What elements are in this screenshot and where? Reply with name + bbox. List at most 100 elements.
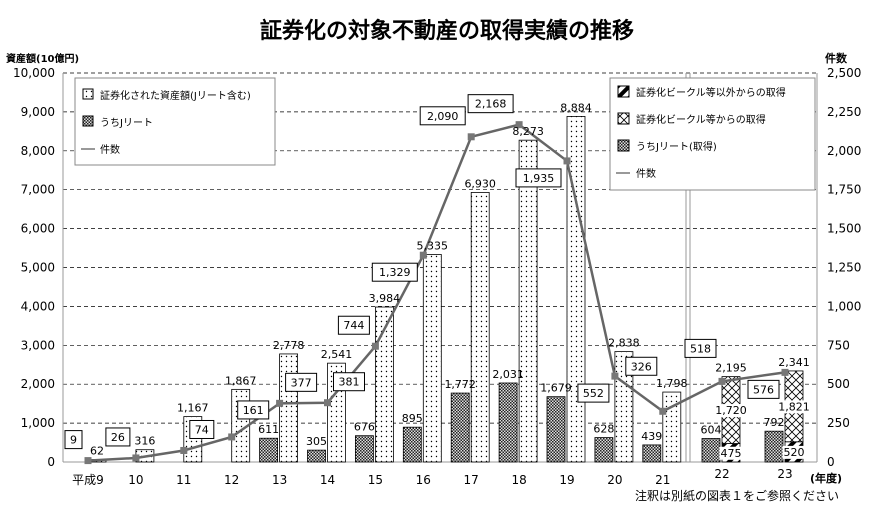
legend-swatch [617, 112, 630, 125]
count-label-box [64, 430, 83, 450]
count-label: 74 [195, 423, 209, 436]
count-label: 552 [583, 387, 604, 400]
count-label-box [285, 372, 318, 392]
count-point [276, 399, 284, 407]
count-label: 377 [291, 376, 312, 389]
count-point [419, 251, 427, 259]
y2-tick-label: 500 [827, 377, 850, 391]
data-label-total: 8,273 [512, 125, 544, 138]
y2-tick-label: 0 [827, 455, 835, 469]
x-tick-label: 19 [559, 473, 574, 487]
legend-swatch [617, 85, 630, 98]
bar-total-assets [470, 192, 490, 463]
count-label-box [467, 94, 514, 114]
count-point [84, 457, 92, 465]
x-tick-label: 18 [511, 473, 526, 487]
bar-jreit [354, 435, 374, 463]
count-point [718, 377, 726, 385]
y2-tick-label: 2,250 [827, 105, 861, 119]
x-tick-label: 12 [224, 473, 239, 487]
count-point [132, 454, 140, 462]
y-tick-label: 9,000 [21, 105, 55, 119]
data-label-jreit: 895 [402, 412, 423, 425]
count-label-box [189, 419, 215, 439]
bar-total-assets [566, 116, 586, 463]
bar-jreit [498, 382, 518, 463]
legend-swatch [617, 139, 630, 152]
label-background [782, 445, 806, 459]
data-label-jreit: 305 [306, 435, 327, 448]
x-tick-label: 14 [320, 473, 335, 487]
bar-jreit [307, 449, 326, 463]
data-label-total: 5,335 [417, 239, 449, 252]
count-label-box [333, 372, 365, 392]
x-tick-label: 17 [464, 473, 479, 487]
count-point [563, 157, 571, 165]
y-tick-label: 10,000 [13, 66, 55, 80]
x-tick-label: 23 [777, 467, 792, 481]
data-label-total: 2,778 [273, 339, 305, 352]
count-label: 1,329 [379, 266, 411, 279]
count-label: 9 [70, 434, 77, 447]
count-label-box [105, 427, 131, 447]
x-tick-label: 13 [272, 473, 287, 487]
count-point [228, 433, 236, 441]
data-label-stack-total: 2,341 [778, 356, 810, 369]
count-label: 1,935 [523, 172, 555, 185]
data-label-total: 1,167 [177, 402, 209, 415]
legend-item: 件数 [636, 167, 656, 180]
count-label: 161 [243, 404, 264, 417]
y-tick-label: 8,000 [21, 144, 55, 158]
count-label: 26 [111, 431, 125, 444]
x-tick-label: 21 [655, 473, 670, 487]
count-point [371, 342, 379, 350]
count-label: 2,168 [475, 98, 507, 111]
bar-jreit [402, 426, 422, 463]
data-label-total: 62 [90, 445, 104, 458]
count-label: 576 [753, 383, 774, 396]
bar-jreit [642, 444, 662, 463]
count-label-box [237, 400, 270, 420]
legend-right [609, 77, 816, 191]
data-label-jreit: 2,031 [492, 368, 524, 381]
y-tick-label: 3,000 [21, 338, 55, 352]
data-label-total: 3,984 [369, 292, 401, 305]
x-tick-label: 10 [128, 473, 143, 487]
y2-tick-label: 750 [827, 338, 850, 352]
data-label-non-vehicle: 520 [784, 446, 805, 459]
count-label-box [337, 315, 370, 335]
y2-tick-label: 2,500 [827, 66, 861, 80]
data-label-stack-total: 2,195 [715, 362, 747, 375]
y2-tick-label: 1,000 [827, 299, 861, 313]
legend-item: 証券化ビークル等からの取得 [636, 113, 766, 126]
data-label-jreit: 628 [593, 423, 614, 436]
count-label: 518 [690, 342, 711, 355]
bar-jreit [546, 396, 566, 463]
chart-note: 注釈は別紙の図表１をご参照ください [635, 488, 839, 503]
y2-axis-label: 件数 [825, 51, 848, 65]
y-tick-label: 7,000 [21, 183, 55, 197]
count-label: 2,090 [427, 110, 459, 123]
data-label-total: 1,867 [225, 374, 257, 387]
data-label-total: 8,884 [560, 101, 592, 114]
label-background [777, 400, 811, 414]
data-label-jreit: 676 [354, 421, 375, 434]
count-point [467, 133, 475, 141]
count-label-box [684, 338, 717, 358]
data-label-jreit-acq: 604 [701, 424, 722, 437]
y-tick-label: 4,000 [21, 299, 55, 313]
bar-total-assets [518, 139, 538, 463]
y-axis-label: 資産額(10億円) [6, 52, 79, 65]
data-label-total: 6,930 [464, 177, 496, 190]
x-axis-label: (年度) [810, 471, 842, 485]
data-label-vehicle: 1,821 [778, 400, 810, 413]
y-tick-label: 2,000 [21, 377, 55, 391]
count-label-box [371, 262, 418, 282]
legend-swatch [82, 115, 94, 127]
bar-jreit [594, 437, 614, 463]
x-tick-label: 20 [607, 473, 622, 487]
chart-title: 証券化の対象不動産の取得実績の推移 [260, 18, 634, 44]
data-label-total: 316 [134, 435, 155, 448]
legend-item: 件数 [100, 143, 120, 156]
bar-jreit [259, 437, 279, 463]
